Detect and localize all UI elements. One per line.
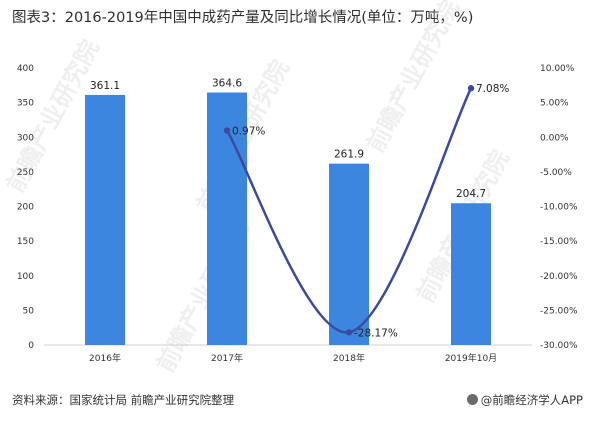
y2-tick-label: -10.00% (540, 203, 578, 213)
brand-label: @前瞻经济学人APP (480, 393, 583, 407)
growth-point (467, 85, 475, 92)
bar-value-label: 204.7 (456, 188, 486, 200)
growth-point (223, 127, 231, 134)
chart-title: 图表3：2016-2019年中国中成药产量及同比增长情况(单位：万吨，%) (12, 10, 474, 26)
bar (329, 163, 369, 345)
watermark-text: 前瞻产业研究院 (361, 0, 465, 157)
y2-tick-label: 0.00% (540, 133, 569, 143)
bar-value-label: 361.1 (90, 80, 120, 92)
y2-tick-label: -25.00% (540, 306, 578, 316)
growth-value-label: 7.08% (476, 83, 509, 95)
y-tick-label: 50 (23, 306, 35, 316)
x-tick-label: 2019年10月 (445, 352, 497, 364)
bar (451, 203, 491, 345)
y2-tick-label: -15.00% (540, 237, 578, 247)
y2-tick-label: -5.00% (540, 168, 572, 178)
bar (207, 92, 247, 346)
brand-mark: @前瞻经济学人APP (466, 392, 583, 408)
y-tick-label: 100 (17, 272, 34, 282)
growth-value-label: 0.97% (232, 126, 265, 138)
y-tick-label: 200 (17, 203, 34, 213)
y2-tick-label: 5.00% (540, 99, 569, 109)
y-tick-label: 350 (17, 99, 34, 109)
x-tick-label: 2018年 (333, 352, 365, 364)
growth-value-label: -28.17% (354, 327, 398, 339)
y2-tick-label: -30.00% (540, 341, 578, 351)
chart-footer: 资料来源：国家统计局 前瞻产业研究院整理 @前瞻经济学人APP (12, 392, 583, 410)
bar-value-label: 364.6 (212, 78, 242, 90)
y2-tick-label: -20.00% (540, 272, 578, 282)
x-tick-label: 2016年 (89, 352, 121, 364)
bar (85, 94, 125, 345)
y-tick-label: 300 (17, 133, 34, 143)
y-tick-label: 400 (17, 64, 34, 74)
brand-logo-icon (466, 394, 478, 405)
x-tick-label: 2017年 (211, 352, 243, 364)
y-tick-label: 150 (17, 237, 34, 247)
source-note: 资料来源：国家统计局 前瞻产业研究院整理 (12, 393, 235, 407)
y-tick-label: 0 (28, 341, 34, 351)
y-tick-label: 250 (17, 168, 34, 178)
growth-point (345, 329, 353, 336)
bar-value-label: 261.9 (334, 149, 364, 161)
y2-tick-label: 10.00% (540, 64, 575, 74)
